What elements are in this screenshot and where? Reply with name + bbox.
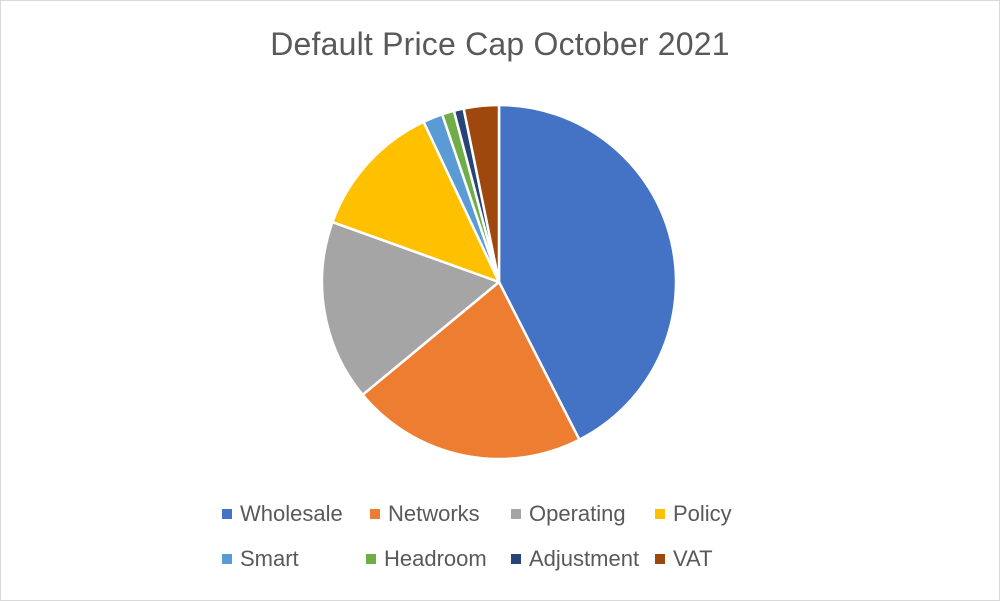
- pie-slice-wholesale: [497, 103, 678, 441]
- pie-slice-operating: [320, 220, 501, 397]
- chart-title: Default Price Cap October 2021: [270, 26, 730, 62]
- pie-slice-vat: [462, 103, 501, 284]
- pie-slice-policy: [331, 120, 501, 284]
- pie-slice-networks: [361, 280, 581, 461]
